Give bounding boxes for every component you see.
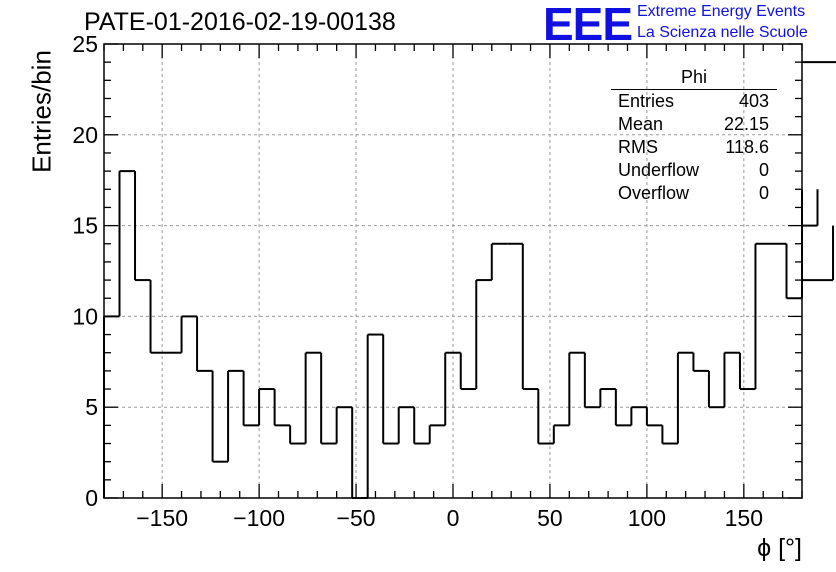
x-tick-label: 0 (447, 505, 460, 531)
y-tick-label: 15 (72, 213, 98, 239)
y-tick-label: 5 (85, 394, 98, 420)
x-tick-label: −150 (136, 505, 188, 531)
y-tick-label: 0 (85, 485, 98, 511)
stats-value: 22.15 (723, 114, 769, 134)
logo-line-2: La Scienza nelle Scuole (637, 24, 808, 41)
y-tick-label: 20 (72, 122, 98, 148)
stats-value: 0 (758, 160, 769, 180)
stats-label: Overflow (618, 183, 690, 203)
y-axis-label: Entries/bin (26, 50, 57, 173)
stats-label: Entries (618, 91, 675, 111)
stats-label: Underflow (618, 160, 700, 180)
x-tick-label: 150 (725, 505, 763, 531)
stats-value: 403 (738, 91, 769, 111)
y-tick-label: 25 (72, 31, 98, 57)
stats-value: 118.6 (725, 137, 769, 157)
chart-title: PATE-01-2016-02-19-00138 (84, 8, 396, 36)
x-tick-label: −50 (337, 505, 376, 531)
stats-row-entries: Entries 403 (611, 90, 777, 113)
eee-logo: EEE (543, 0, 633, 50)
x-axis-label: ϕ [°] (757, 534, 802, 562)
stats-row-underflow: Underflow 0 (611, 159, 777, 182)
x-tick-label: 50 (537, 505, 563, 531)
stats-value: 0 (758, 183, 769, 203)
stats-title: Phi (611, 67, 777, 90)
x-tick-label: −100 (233, 505, 285, 531)
y-tick-label: 10 (72, 303, 98, 329)
x-tick-label: 100 (628, 505, 666, 531)
stats-label: RMS (618, 137, 658, 157)
stats-row-overflow: Overflow 0 (611, 182, 777, 205)
stats-label: Mean (618, 114, 664, 134)
stats-box: Phi Entries 403 Mean 22.15 RMS 118.6 Und… (611, 67, 777, 205)
stats-row-mean: Mean 22.15 (611, 113, 777, 136)
stats-row-rms: RMS 118.6 (611, 136, 777, 159)
logo-line-1: Extreme Energy Events (637, 3, 806, 20)
